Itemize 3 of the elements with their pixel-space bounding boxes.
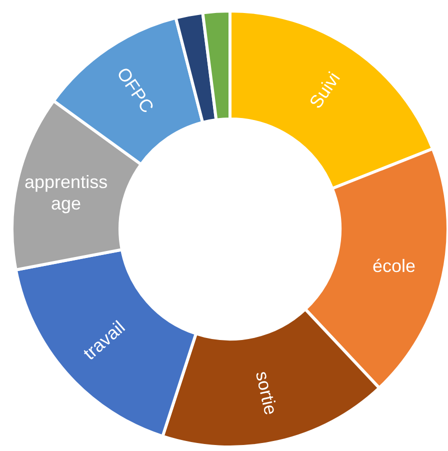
slice-label: apprentissage — [24, 172, 108, 214]
slice-label: école — [372, 256, 416, 276]
slice-label: sortie — [252, 369, 281, 417]
